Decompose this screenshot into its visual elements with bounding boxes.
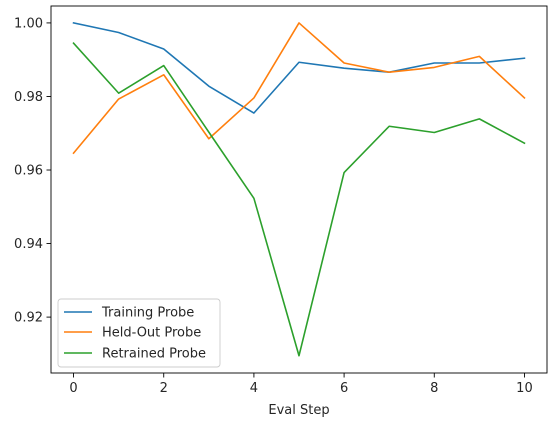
x-axis-title: Eval Step [268,403,329,418]
x-tick-label: 0 [69,381,77,396]
x-tick-label: 4 [250,381,258,396]
series-line-2 [72,22,526,155]
y-tick-label: 0.94 [14,237,43,252]
legend-frame [57,298,221,368]
y-axis: 0.92 0.94 0.96 0.98 1.00 [14,16,51,326]
x-tick-label: 8 [430,381,438,396]
y-tick-label: 1.00 [14,16,43,31]
plot-frame [50,5,548,374]
x-tick-label: 2 [160,381,168,396]
legend-label-2: Held-Out Probe [102,326,201,341]
legend-label-1: Training Probe [101,306,194,321]
x-axis: 0 2 4 6 8 10 [69,373,533,396]
x-tick-label: 6 [340,381,348,396]
y-tick-label: 0.98 [14,90,43,105]
series-line-3 [72,42,526,357]
legend-label-3: Retrained Probe [102,347,206,362]
y-tick-label: 0.96 [14,164,43,179]
legend: Training Probe Held-Out Probe Retrained Pr… [57,298,221,368]
x-tick-label: 10 [516,381,533,396]
series-layer [72,21,526,357]
y-tick-label: 0.92 [14,311,43,326]
